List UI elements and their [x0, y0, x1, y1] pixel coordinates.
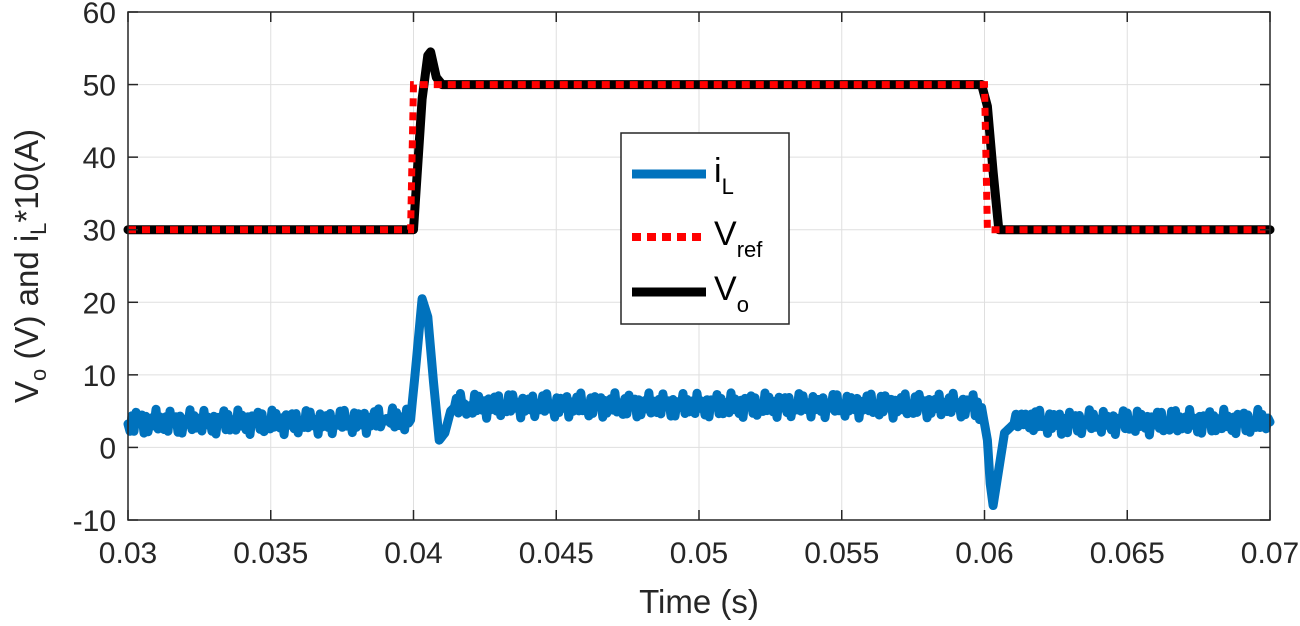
legend-label: Vo — [714, 270, 749, 317]
legend-label: iL — [714, 152, 734, 199]
x-tick-label: 0.06 — [955, 537, 1013, 570]
y-tick-label: -10 — [73, 505, 116, 538]
y-tick-label: 30 — [83, 215, 116, 248]
y-tick-label: 10 — [83, 360, 116, 393]
series-line-il — [123, 294, 1275, 510]
x-tick-label: 0.04 — [384, 537, 442, 570]
x-tick-label: 0.045 — [519, 537, 594, 570]
x-axis-title: Time (s) — [639, 583, 759, 620]
legend: iL Vref Vo — [620, 132, 790, 325]
x-tick-label: 0.07 — [1241, 537, 1299, 570]
y-tick-label: 20 — [83, 287, 116, 320]
x-tick-label: 0.03 — [99, 537, 157, 570]
series-layer — [123, 47, 1275, 510]
y-axis-title: Vo (V) and iL*10(A) — [8, 129, 51, 403]
y-tick-label: 60 — [83, 0, 116, 30]
tick-labels: 0.03 0.035 0.04 0.045 0.05 0.055 0.06 0.065 0.07… — [73, 0, 1300, 570]
series-line-vref — [128, 81, 1270, 234]
y-tick-label: 0 — [99, 432, 116, 465]
x-tick-label: 0.035 — [233, 537, 308, 570]
legend-label: Vref — [714, 215, 763, 262]
y-tick-label: 40 — [83, 142, 116, 175]
x-tick-label: 0.055 — [804, 537, 879, 570]
y-tick-label: 50 — [83, 70, 116, 103]
x-tick-label: 0.065 — [1090, 537, 1165, 570]
axis-ticks — [127, 11, 1271, 521]
x-tick-label: 0.05 — [670, 537, 728, 570]
